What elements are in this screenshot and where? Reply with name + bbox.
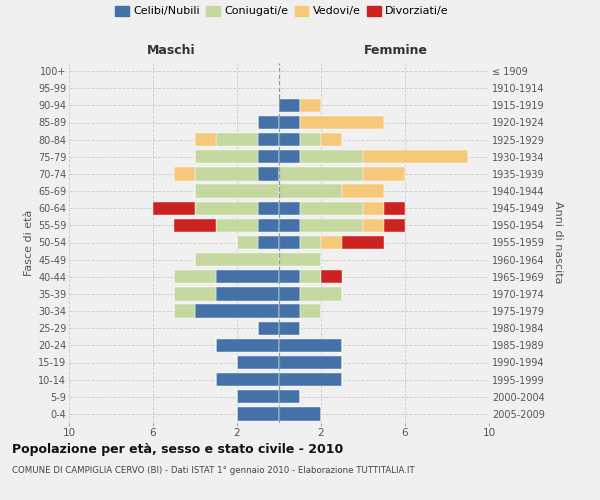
Bar [237, 236, 258, 249]
Bar [237, 407, 279, 420]
Bar [195, 133, 216, 146]
Bar [279, 390, 300, 404]
Bar [258, 202, 279, 215]
Bar [342, 184, 384, 198]
Bar [363, 167, 405, 180]
Bar [363, 150, 468, 164]
Bar [237, 390, 279, 404]
Bar [195, 304, 279, 318]
Bar [174, 167, 195, 180]
Bar [342, 236, 384, 249]
Bar [216, 338, 279, 352]
Bar [300, 236, 321, 249]
Bar [279, 407, 321, 420]
Bar [174, 304, 195, 318]
Bar [279, 356, 342, 369]
Bar [300, 202, 363, 215]
Bar [258, 167, 279, 180]
Bar [174, 287, 216, 300]
Bar [321, 236, 342, 249]
Bar [300, 98, 321, 112]
Bar [195, 253, 279, 266]
Bar [153, 202, 195, 215]
Bar [279, 270, 300, 283]
Bar [195, 150, 258, 164]
Bar [258, 322, 279, 335]
Bar [279, 322, 300, 335]
Bar [300, 270, 321, 283]
Bar [363, 218, 384, 232]
Bar [258, 236, 279, 249]
Bar [195, 167, 258, 180]
Bar [279, 202, 300, 215]
Bar [195, 202, 258, 215]
Y-axis label: Fasce di età: Fasce di età [23, 210, 34, 276]
Bar [279, 133, 300, 146]
Bar [279, 167, 363, 180]
Bar [384, 218, 405, 232]
Bar [300, 116, 384, 129]
Bar [279, 304, 300, 318]
Bar [300, 304, 321, 318]
Bar [279, 338, 342, 352]
Bar [300, 287, 342, 300]
Bar [300, 133, 321, 146]
Text: Maschi: Maschi [146, 44, 196, 58]
Bar [279, 218, 300, 232]
Bar [363, 202, 384, 215]
Text: COMUNE DI CAMPIGLIA CERVO (BI) - Dati ISTAT 1° gennaio 2010 - Elaborazione TUTTI: COMUNE DI CAMPIGLIA CERVO (BI) - Dati IS… [12, 466, 415, 475]
Bar [216, 218, 258, 232]
Bar [195, 184, 279, 198]
Legend: Celibi/Nubili, Coniugati/e, Vedovi/e, Divorziati/e: Celibi/Nubili, Coniugati/e, Vedovi/e, Di… [115, 6, 449, 16]
Bar [258, 218, 279, 232]
Bar [279, 98, 300, 112]
Bar [321, 270, 342, 283]
Bar [237, 356, 279, 369]
Bar [258, 133, 279, 146]
Bar [216, 287, 279, 300]
Bar [258, 150, 279, 164]
Bar [258, 116, 279, 129]
Y-axis label: Anni di nascita: Anni di nascita [553, 201, 563, 284]
Bar [279, 373, 342, 386]
Bar [279, 184, 342, 198]
Bar [279, 287, 300, 300]
Bar [279, 116, 300, 129]
Bar [279, 150, 300, 164]
Text: Femmine: Femmine [364, 44, 428, 58]
Bar [384, 202, 405, 215]
Bar [279, 236, 300, 249]
Bar [300, 218, 363, 232]
Bar [321, 133, 342, 146]
Bar [174, 218, 216, 232]
Bar [216, 133, 258, 146]
Bar [279, 253, 321, 266]
Text: Popolazione per età, sesso e stato civile - 2010: Popolazione per età, sesso e stato civil… [12, 442, 343, 456]
Bar [216, 270, 279, 283]
Bar [216, 373, 279, 386]
Bar [300, 150, 363, 164]
Bar [174, 270, 216, 283]
